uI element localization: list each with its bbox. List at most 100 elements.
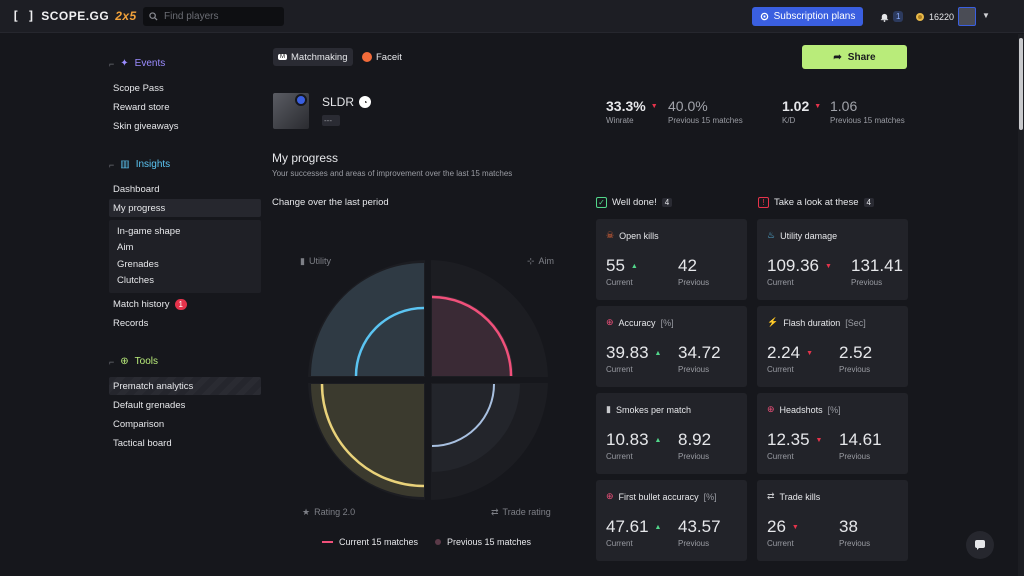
match-history-badge: 1 bbox=[174, 298, 187, 310]
rank-badge: --- bbox=[322, 115, 340, 126]
sidebar-item-prematch-analytics[interactable]: Prematch analytics bbox=[109, 377, 261, 395]
tab-matchmaking[interactable]: M Matchmaking bbox=[273, 48, 353, 66]
legend-label: Previous 15 matches bbox=[447, 537, 532, 547]
sidebar-item-match-history[interactable]: Match history 1 bbox=[109, 295, 187, 313]
card-previous: 8.92 bbox=[678, 430, 712, 449]
sidebar-item-reward-store[interactable]: Reward store bbox=[113, 101, 170, 113]
stat-card-headshots[interactable]: ⊕ Headshots [%] 12.35 ▼ 14.61 Current Previ… bbox=[757, 393, 908, 474]
share-label: Share bbox=[847, 51, 876, 63]
sidebar-item-scope-pass[interactable]: Scope Pass bbox=[113, 82, 164, 94]
sidebar-item-default-grenades[interactable]: Default grenades bbox=[113, 399, 186, 411]
section-line-icon: ⌐ bbox=[109, 159, 115, 170]
radar-label-text: Rating 2.0 bbox=[314, 507, 356, 517]
sidebar-subitem-clutches[interactable]: Clutches bbox=[117, 275, 154, 286]
card-current: 39.83 bbox=[606, 343, 649, 362]
logo-icon: [ ] bbox=[12, 9, 36, 23]
logo-text: SCOPE.GG bbox=[41, 9, 110, 23]
card-previous: 34.72 bbox=[678, 343, 721, 362]
page-title: My progress bbox=[272, 151, 339, 165]
stat-card-smokes[interactable]: ▮ Smokes per match 10.83 ▲ 8.92 Current Pr… bbox=[596, 393, 747, 474]
radar-label-aim: ⊹ Aim bbox=[527, 256, 554, 267]
radar-utility-previous bbox=[311, 263, 424, 376]
notification-count: 1 bbox=[893, 11, 904, 22]
chevron-down-icon[interactable]: ▼ bbox=[982, 11, 990, 20]
winrate-previous-label: Previous 15 matches bbox=[668, 116, 743, 125]
scrollbar-thumb[interactable] bbox=[1019, 38, 1023, 130]
stat-card-trade-kills[interactable]: ⇄ Trade kills 26 ▼ 38 Current Previous bbox=[757, 480, 908, 561]
card-previous-label: Previous bbox=[678, 539, 710, 548]
sidebar-item-comparison[interactable]: Comparison bbox=[113, 418, 165, 430]
sidebar-subitem-aim[interactable]: Aim bbox=[117, 242, 134, 253]
sparkle-icon: ✦ bbox=[120, 58, 129, 69]
trend-down-icon: ▼ bbox=[815, 436, 823, 444]
card-current-label: Current bbox=[606, 452, 633, 461]
gun-icon: ⇄ bbox=[491, 507, 499, 517]
tab-faceit[interactable]: Faceit bbox=[357, 48, 407, 66]
stat-card-flash-duration[interactable]: ⚡ Flash duration [Sec] 2.24 ▼ 2.52 Current … bbox=[757, 306, 908, 387]
stat-card-first-bullet-accuracy[interactable]: ⊕ First bullet accuracy [%] 47.61 ▲ 43.57 C… bbox=[596, 480, 747, 561]
steam-icon[interactable]: ◔ bbox=[359, 96, 372, 108]
card-previous-label: Previous bbox=[678, 278, 710, 287]
card-current-label: Current bbox=[767, 365, 794, 374]
sidebar-item-skin-giveaways[interactable]: Skin giveaways bbox=[113, 120, 179, 132]
card-current: 26 bbox=[767, 517, 786, 536]
progress-radar-chart bbox=[308, 260, 548, 502]
kd-previous-label: Previous 15 matches bbox=[830, 116, 905, 125]
stat-card-utility-damage[interactable]: ♨ Utility damage 109.36 ▼ 131.41 Current P… bbox=[757, 219, 908, 300]
card-current: 2.24 bbox=[767, 343, 801, 362]
card-current-label: Current bbox=[606, 365, 633, 374]
card-title: First bullet accuracy bbox=[618, 491, 699, 502]
utility-icon: ▮ bbox=[300, 256, 305, 266]
kd-value: 1.02 bbox=[782, 98, 810, 114]
well-done-heading: ✓ Well done! 4 bbox=[596, 197, 673, 208]
stat-card-open-kills[interactable]: ☠ Open kills 55 ▲ 42 Current Previous bbox=[596, 219, 747, 300]
radar-label-text: Trade rating bbox=[502, 507, 551, 517]
winrate-label: Winrate bbox=[606, 116, 634, 125]
trend-up-icon: ▲ bbox=[654, 436, 662, 444]
scrollbar-track[interactable] bbox=[1018, 34, 1024, 576]
card-previous-label: Previous bbox=[839, 365, 871, 374]
radar-rating-current bbox=[320, 383, 425, 488]
legend-current: Current 15 matches bbox=[322, 537, 418, 547]
sidebar-item-tactical-board[interactable]: Tactical board bbox=[113, 437, 172, 449]
card-previous: 2.52 bbox=[839, 343, 873, 362]
stat-card-accuracy[interactable]: ⊕ Accuracy [%] 39.83 ▲ 34.72 Current Previo… bbox=[596, 306, 747, 387]
card-title: Headshots bbox=[779, 404, 823, 415]
trend-up-icon: ▲ bbox=[654, 523, 662, 531]
chat-button[interactable] bbox=[966, 531, 994, 559]
card-previous-label: Previous bbox=[851, 278, 883, 287]
share-button[interactable]: ➦ Share bbox=[802, 45, 907, 69]
gun-icon: ⇄ bbox=[767, 491, 775, 501]
card-current: 55 bbox=[606, 256, 625, 275]
tab-label: Matchmaking bbox=[291, 51, 348, 63]
card-previous: 42 bbox=[678, 256, 697, 275]
sidebar-item-my-progress[interactable]: My progress bbox=[109, 199, 261, 217]
sidebar-item-dashboard[interactable]: Dashboard bbox=[113, 183, 160, 195]
legend-line-icon bbox=[322, 541, 333, 543]
bell-icon bbox=[880, 13, 889, 22]
player-name-row: SLDR ◔ bbox=[322, 95, 372, 109]
well-done-count: 4 bbox=[661, 198, 673, 207]
sidebar-item-records[interactable]: Records bbox=[113, 317, 149, 329]
smoke-icon: ▮ bbox=[606, 404, 611, 414]
card-current: 47.61 bbox=[606, 517, 649, 536]
logo[interactable]: [ ] SCOPE.GG 2x5 bbox=[12, 9, 137, 23]
card-previous-label: Previous bbox=[678, 365, 710, 374]
card-unit: [%] bbox=[660, 317, 674, 328]
bar-chart-icon: ▥ bbox=[120, 159, 130, 170]
sidebar-subitem-in-game-shape[interactable]: In-game shape bbox=[117, 226, 181, 237]
subscription-plans-button[interactable]: Subscription plans bbox=[752, 7, 863, 26]
player-name: SLDR bbox=[322, 95, 355, 109]
search-input[interactable] bbox=[164, 11, 274, 22]
trend-down-icon: ▼ bbox=[806, 349, 814, 357]
search-box[interactable] bbox=[143, 7, 284, 26]
notifications-button[interactable]: 1 bbox=[880, 8, 904, 25]
look-at-heading: ! Take a look at these 4 bbox=[758, 197, 874, 208]
radar-label-utility: ▮ Utility bbox=[300, 256, 331, 267]
change-heading: Change over the last period bbox=[272, 197, 389, 208]
user-avatar[interactable] bbox=[958, 7, 976, 26]
sidebar-subitem-grenades[interactable]: Grenades bbox=[117, 259, 159, 270]
faceit-icon bbox=[362, 52, 372, 62]
card-current-label: Current bbox=[606, 539, 633, 548]
coins-balance[interactable]: 16220 bbox=[915, 8, 954, 25]
